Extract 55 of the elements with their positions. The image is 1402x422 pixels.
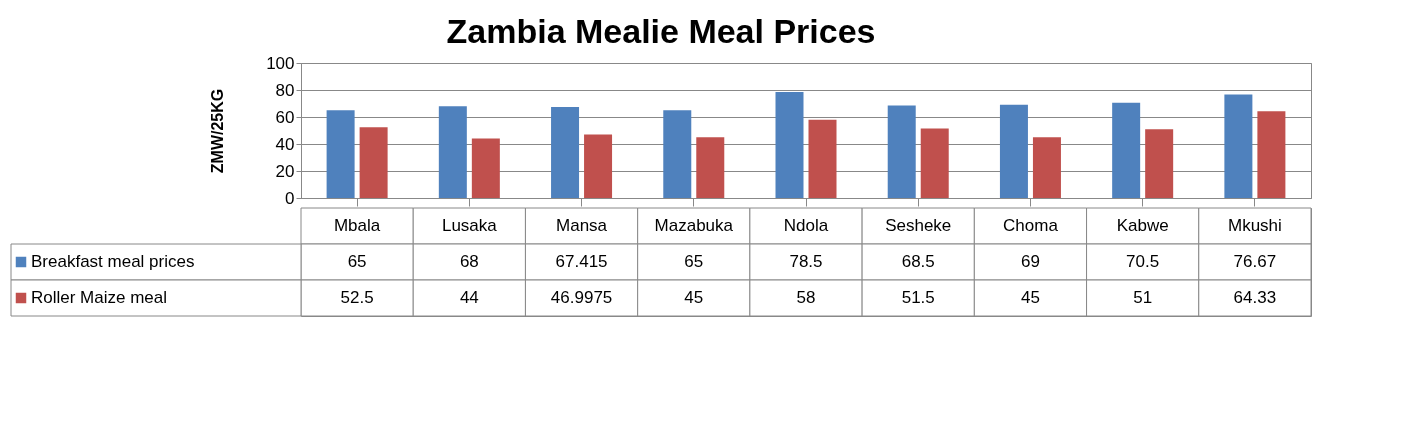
bar [887,105,916,198]
y-tick-label: 40 [275,134,295,154]
bar [808,119,837,198]
y-tick-label: 60 [275,107,295,127]
data-label: 68.5 [901,252,935,271]
y-tick-label: 100 [266,53,295,73]
data-label: 76.67 [1233,252,1277,271]
legend-label: Breakfast meal prices [31,252,195,271]
x-tick-label: Ndola [783,216,829,235]
x-tick-label: Mansa [556,216,608,235]
x-tick-label: Mkushi [1227,216,1282,235]
x-tick-label: Lusaka [441,216,498,235]
data-label: 58 [796,288,816,307]
data-label: 69 [1020,252,1040,271]
bar [696,137,725,198]
x-tick-label: Choma [1003,216,1059,235]
data-label: 51 [1133,288,1153,307]
data-label: 44 [459,288,479,307]
y-tick-label: 80 [275,80,295,100]
legend-label: Roller Maize meal [31,288,168,307]
y-tick-label: 0 [285,188,295,208]
y-axis-title: ZMW/25KG [209,88,227,174]
bar [1112,102,1141,198]
data-label: 68 [459,252,479,271]
data-label: 65 [347,252,367,271]
bar [438,106,467,198]
data-label: 78.5 [789,252,823,271]
data-label: 64.33 [1233,288,1277,307]
bar [1224,94,1253,198]
bar [663,110,692,198]
data-label: 67.415 [555,252,608,271]
bar [775,92,804,198]
bar [359,127,388,198]
data-label: 45 [684,288,704,307]
chart-title: Zambia Mealie Meal Prices [446,11,876,50]
bar [551,106,580,198]
data-label: 51.5 [901,288,935,307]
bar [920,128,949,198]
bar [1257,111,1286,198]
data-label: 45 [1020,288,1040,307]
bar [471,138,500,198]
y-tick-label: 20 [275,161,295,181]
data-label: 65 [684,252,704,271]
x-tick-label: Mbala [333,216,381,235]
bar [326,110,355,198]
data-label: 70.5 [1126,252,1160,271]
x-tick-label: Kabwe [1116,216,1169,235]
data-label: 46.9975 [550,288,613,307]
bar [1145,129,1174,198]
bar [999,104,1028,198]
x-tick-label: Sesheke [885,216,952,235]
bar [584,134,613,198]
x-tick-label: Mazabuka [654,216,734,235]
bar [1032,137,1061,198]
data-label: 52.5 [340,288,374,307]
